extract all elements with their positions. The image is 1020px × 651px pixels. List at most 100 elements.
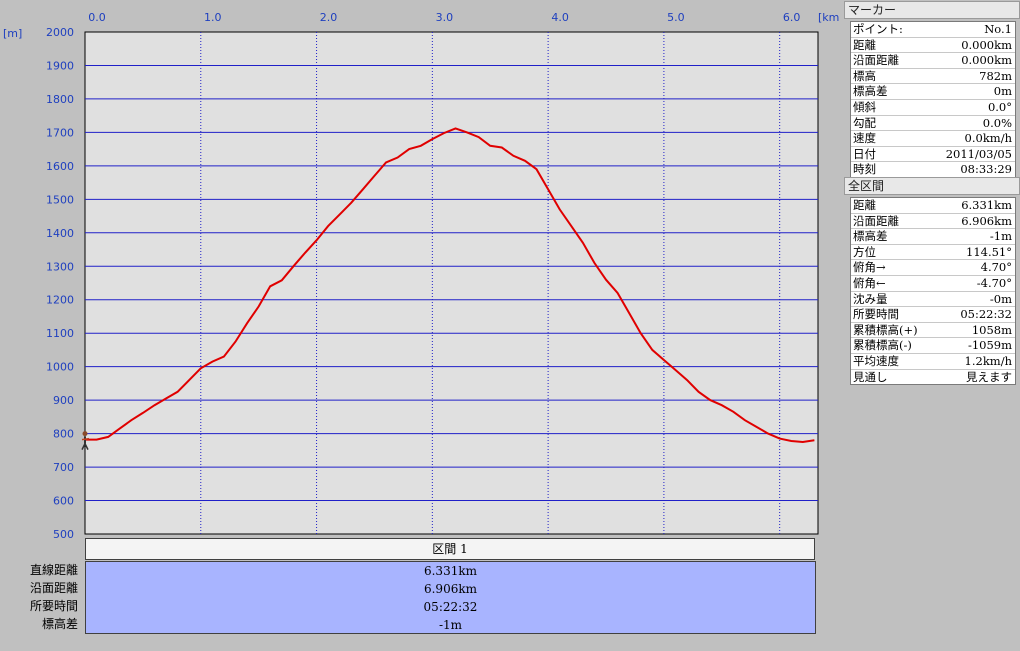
marker-panel-title: マーカー — [844, 1, 1020, 19]
total-panel-label: 沈み量 — [853, 291, 888, 306]
total-panel-label: 所要時間 — [853, 307, 899, 322]
total-panel-value: 4.70° — [980, 260, 1012, 275]
total-panel-value: 114.51° — [966, 244, 1012, 259]
total-panel-label: 見通し — [853, 369, 888, 384]
total-panel-value: 6.906km — [961, 213, 1012, 228]
section-labels: 直線距離 沿面距離 所要時間 標高差 — [0, 561, 78, 634]
marker-panel-label: 傾斜 — [853, 99, 876, 114]
x-tick-label: 3.0 — [436, 11, 454, 24]
total-panel-row: 俯角→ 4.70° — [851, 260, 1015, 276]
walker-icon[interactable] — [81, 431, 90, 450]
total-panel-label: 累積標高(+) — [853, 322, 918, 337]
section-table: 6.331km 6.906km 05:22:32 -1m — [85, 561, 816, 634]
marker-panel-row: 時刻 08:33:29 — [851, 162, 1015, 177]
marker-panel-label: 沿面距離 — [853, 53, 899, 68]
marker-panel-value: 0.000km — [961, 37, 1012, 52]
x-tick-label: 6.0 — [783, 11, 801, 24]
y-tick-label: 1100 — [46, 327, 74, 340]
marker-panel-value: 0.0% — [982, 115, 1012, 130]
marker-panel-label: 勾配 — [853, 115, 876, 130]
marker-panel-label: ポイント: — [853, 22, 903, 36]
marker-panel-value: 0.000km — [961, 53, 1012, 68]
marker-panel-label: 標高 — [853, 68, 876, 83]
total-panel-title: 全区間 — [844, 177, 1020, 195]
elevation-line — [85, 127, 815, 444]
total-panel-value: 見えます — [966, 369, 1012, 384]
marker-panel-label: 速度 — [853, 131, 876, 146]
total-panel: 距離 6.331km 沿面距離 6.906km 標高差 -1m 方位 114.51° 俯角→ 4.… — [850, 197, 1016, 386]
marker-panel-label: 日付 — [853, 146, 876, 161]
grid — [85, 32, 818, 534]
total-panel-value: 1058m — [971, 322, 1012, 337]
marker-panel-value: 0.0km/h — [964, 131, 1012, 146]
section-value-time: 05:22:32 — [423, 600, 478, 614]
total-panel-row: 沿面距離 6.906km — [851, 214, 1015, 230]
total-panel-row: 累積標高(+) 1058m — [851, 323, 1015, 339]
total-panel-row: 俯角← -4.70° — [851, 276, 1015, 292]
x-tick-label: 0.0 — [88, 11, 106, 24]
y-tick-label: 500 — [53, 528, 74, 540]
y-tick-label: 1700 — [46, 126, 74, 139]
y-tick-label: 900 — [53, 394, 74, 407]
marker-panel-row: 距離 0.000km — [851, 38, 1015, 54]
y-tick-label: 1900 — [46, 59, 74, 72]
marker-panel-row: 沿面距離 0.000km — [851, 53, 1015, 69]
y-tick-label: 600 — [53, 495, 74, 508]
total-panel-row: 方位 114.51° — [851, 245, 1015, 261]
marker-panel-row: 標高 782m — [851, 69, 1015, 85]
marker-panel-value: 0m — [993, 84, 1012, 99]
section-value-elev: -1m — [438, 618, 463, 632]
total-panel-value: -1059m — [967, 338, 1012, 353]
marker-panel-value: No.1 — [984, 22, 1012, 36]
total-panel-label: 俯角← — [853, 275, 886, 290]
walker-arm — [81, 437, 90, 441]
total-panel-value: -1m — [989, 229, 1012, 244]
marker-panel-value: 2011/03/05 — [945, 146, 1012, 161]
y-axis-unit: [m] — [3, 27, 22, 40]
marker-panel-row: ポイント: No.1 — [851, 22, 1015, 38]
plot-area[interactable] — [84, 31, 819, 535]
y-tick-label: 1400 — [46, 227, 74, 240]
marker-panel-row: 標高差 0m — [851, 84, 1015, 100]
section-label-time: 所要時間 — [29, 599, 78, 613]
x-tick-label: 4.0 — [551, 11, 569, 24]
x-tick-label: 2.0 — [320, 11, 338, 24]
y-tick-label: 1500 — [46, 193, 74, 206]
total-panel-row: 標高差 -1m — [851, 229, 1015, 245]
marker-panel-value: 0.0° — [987, 99, 1012, 114]
elevation-chart[interactable]: 2000 1900 1800 1700 1600 1500 1400 1300 1200 1100… — [0, 0, 840, 540]
section-value-straight: 6.331km — [423, 564, 477, 578]
marker-panel-row: 速度 0.0km/h — [851, 131, 1015, 147]
y-tick-label: 1000 — [46, 361, 74, 374]
total-panel-row: 累積標高(-) -1059m — [851, 338, 1015, 354]
walker-head — [82, 431, 88, 437]
total-panel-label: 累積標高(-) — [853, 338, 912, 353]
section-label-surface: 沿面距離 — [29, 581, 78, 595]
walker-leg — [81, 443, 86, 450]
total-panel-row: 平均速度 1.2km/h — [851, 354, 1015, 370]
total-panel-label: 標高差 — [853, 229, 888, 244]
y-tick-label: 700 — [53, 461, 74, 474]
y-tick-label: 2000 — [46, 26, 74, 39]
y-axis-ticks: 2000 1900 1800 1700 1600 1500 1400 1300 1200 1100… — [46, 26, 74, 540]
marker-panel-row: 日付 2011/03/05 — [851, 147, 1015, 163]
marker-panel-label: 距離 — [853, 37, 876, 52]
y-tick-label: 1200 — [46, 294, 74, 307]
marker-panel-label: 標高差 — [853, 84, 888, 99]
total-panel-label: 方位 — [853, 244, 876, 259]
x-tick-label: 5.0 — [667, 11, 685, 24]
total-panel-label: 距離 — [853, 198, 876, 212]
y-tick-label: 1800 — [46, 93, 74, 106]
section-label-straight: 直線距離 — [29, 563, 78, 577]
total-panel-label: 俯角→ — [853, 260, 886, 275]
total-panel-row: 所要時間 05:22:32 — [851, 307, 1015, 323]
marker-panel-row: 傾斜 0.0° — [851, 100, 1015, 116]
y-tick-label: 1300 — [46, 260, 74, 273]
section-value-surface: 6.906km — [423, 582, 477, 596]
section-header: 区間 1 — [85, 538, 815, 560]
total-panel-row: 距離 6.331km — [851, 198, 1015, 214]
marker-panel-row: 勾配 0.0% — [851, 116, 1015, 132]
total-panel-row: 見通し 見えます — [851, 370, 1015, 385]
y-tick-label: 800 — [53, 428, 74, 441]
total-panel-value: 05:22:32 — [960, 307, 1012, 322]
